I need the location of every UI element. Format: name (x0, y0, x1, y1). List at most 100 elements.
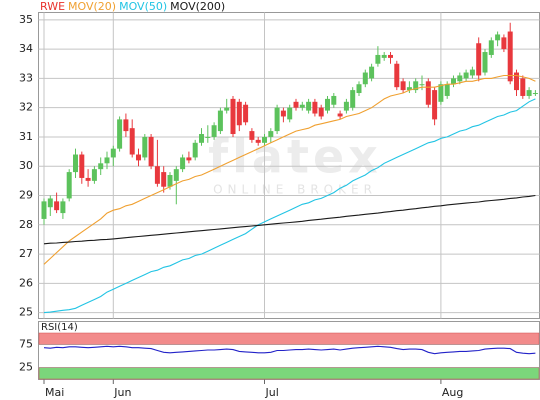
candle-body (98, 163, 104, 170)
candle-body (161, 172, 167, 187)
panel-label: RSI(14) (41, 322, 78, 333)
candle-body (255, 139, 261, 143)
y-tick-label: 26 (19, 276, 33, 289)
candle-body (243, 104, 249, 123)
y-tick-label: 32 (19, 101, 33, 114)
candle-body (532, 93, 538, 95)
candle-body (419, 84, 425, 86)
candle-body (356, 84, 362, 94)
candle-body (501, 37, 507, 50)
candle-body (217, 110, 223, 132)
y-tick-label: 31 (19, 130, 33, 143)
candle-body (249, 131, 255, 140)
candle-body (148, 136, 154, 167)
candle-body (520, 78, 526, 96)
candle-body (306, 101, 312, 111)
candle-body (54, 201, 60, 211)
candle-body (375, 54, 381, 64)
candle-body (325, 98, 330, 111)
candle-body (211, 125, 217, 137)
series-line (43, 74, 536, 265)
candle-body (514, 72, 519, 91)
legend-item: MOV(50) (119, 0, 167, 13)
candle-body (381, 54, 387, 58)
candle-body (394, 63, 400, 88)
y-tick-label: 75 (19, 338, 33, 351)
x-tick-label: Jun (113, 386, 131, 399)
y-tick-label: 27 (19, 247, 33, 260)
candle-body (199, 134, 204, 143)
candle-body (129, 128, 135, 155)
candle-body (337, 113, 343, 117)
series-line (43, 98, 536, 314)
candle-body (457, 75, 463, 82)
legend-item: MOV(200) (170, 0, 225, 13)
candle-body (180, 157, 186, 170)
y-tick-label: 33 (19, 71, 33, 84)
candle-body (438, 84, 444, 102)
legend-item: MOV(20) (68, 0, 116, 13)
candle-body (104, 157, 110, 164)
y-tick-label: 25 (19, 306, 33, 319)
candle-body (117, 119, 123, 149)
candle-body (91, 169, 97, 181)
watermark: flatex (208, 130, 382, 184)
candle-body (224, 107, 230, 111)
candle-body (350, 90, 356, 108)
candle-body (192, 142, 198, 158)
candle-body (495, 34, 501, 41)
candle-body (425, 81, 431, 105)
candle-body (85, 177, 91, 181)
candle-body (343, 101, 349, 111)
candle-body (482, 52, 488, 73)
x-tick-label: Aug (442, 386, 463, 399)
y-tick-label: 28 (19, 218, 33, 231)
candle-body (136, 154, 141, 161)
candle-body (400, 81, 406, 91)
candle-body (362, 72, 368, 85)
candle-body (451, 78, 456, 85)
candle-body (331, 95, 337, 105)
candle-body (167, 175, 173, 187)
candle-body (110, 148, 116, 158)
candle-body (469, 69, 475, 76)
candle-body (280, 110, 286, 117)
candle-body (173, 169, 179, 181)
y-tick-label: 25 (19, 361, 33, 374)
plot-frame (38, 12, 540, 319)
candle-body (488, 40, 494, 55)
band (38, 332, 540, 345)
x-tick-label: Mai (45, 386, 64, 399)
watermark-sub: ONLINE BROKER (213, 183, 377, 197)
candle-body (262, 136, 267, 143)
candle-body (369, 66, 375, 79)
candle-body (444, 84, 450, 96)
candle-body (123, 119, 129, 132)
candle-body (432, 90, 438, 120)
candle-body (186, 157, 192, 161)
y-tick-label: 29 (19, 189, 33, 202)
candle-body (66, 172, 72, 199)
candle-body (318, 107, 324, 117)
candle-body (476, 43, 482, 76)
legend-item: RWE (40, 0, 65, 13)
candle-body (47, 198, 53, 208)
candle-body (60, 201, 66, 214)
candle-body (274, 107, 280, 132)
candle-body (230, 98, 236, 135)
y-tick-label: 34 (19, 42, 33, 55)
candle-body (312, 101, 318, 114)
candle-body (236, 101, 242, 126)
candle-body (142, 136, 148, 158)
candle-body (205, 136, 211, 138)
candle-body (406, 87, 412, 91)
candle-body (507, 31, 513, 82)
x-tick-label: Jul (265, 386, 279, 399)
y-tick-label: 35 (19, 13, 33, 26)
candle-body (293, 101, 299, 108)
candle-body (79, 154, 85, 178)
candle-body (299, 104, 305, 108)
candle-body (388, 54, 393, 58)
candle-body (413, 81, 419, 91)
